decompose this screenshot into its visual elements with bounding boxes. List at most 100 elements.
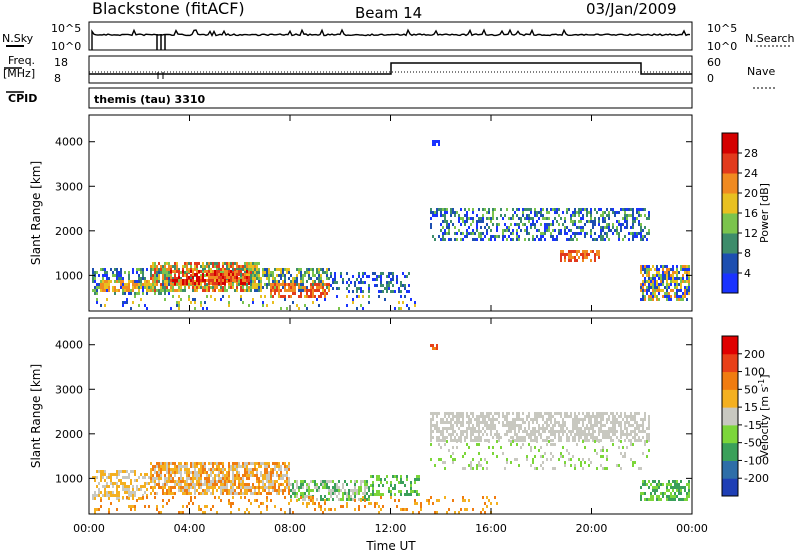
echo-cell <box>228 474 230 477</box>
echo-cell <box>222 268 224 271</box>
echo-cell <box>212 471 214 474</box>
echo-cell <box>232 480 234 483</box>
echo-cell <box>202 307 204 310</box>
echo-cell <box>326 268 328 271</box>
echo-cell <box>370 502 372 505</box>
echo-cell <box>478 443 480 446</box>
colorbar-swatch <box>722 153 738 174</box>
echo-cell <box>592 250 594 253</box>
colorbar-tick-label: 28 <box>744 147 758 160</box>
echo-cell <box>250 474 252 477</box>
echo-cell <box>448 412 450 415</box>
echo-cell <box>390 290 392 293</box>
echo-cell <box>656 289 658 292</box>
echo-cell <box>672 489 674 492</box>
echo-cell <box>594 253 596 256</box>
echo-cell <box>578 250 580 253</box>
echo-cell <box>308 268 310 271</box>
echo-cell <box>520 439 522 442</box>
echo-cell <box>272 483 274 486</box>
echo-cell <box>168 271 170 274</box>
echo-cell <box>540 412 542 415</box>
echo-cell <box>118 491 120 494</box>
echo-cell <box>478 424 480 427</box>
echo-cell <box>216 480 218 483</box>
colorbar-swatch <box>722 371 738 390</box>
echo-cell <box>220 477 222 480</box>
echo-cell <box>540 464 542 467</box>
echo-cell <box>666 489 668 492</box>
echo-cell <box>220 286 222 289</box>
echo-cell <box>358 281 360 284</box>
echo-cell <box>630 226 632 229</box>
echo-cell <box>128 497 130 500</box>
echo-cell <box>178 477 180 480</box>
echo-cell <box>290 295 292 298</box>
echo-cell <box>638 208 640 211</box>
echo-cell <box>520 418 522 421</box>
echo-cell <box>190 277 192 280</box>
echo-cell <box>208 282 210 285</box>
echo-cell <box>588 211 590 214</box>
echo-cell <box>510 223 512 226</box>
echo-cell <box>168 492 170 495</box>
echo-cell <box>204 289 206 292</box>
echo-cell <box>170 489 172 492</box>
echo-cell <box>544 238 546 241</box>
echo-cell <box>600 415 602 418</box>
echo-cell <box>456 238 458 241</box>
echo-cell <box>200 471 202 474</box>
echo-cell <box>430 433 432 436</box>
echo-cell <box>596 467 598 470</box>
echo-cell <box>118 479 120 482</box>
echo-cell <box>250 262 252 265</box>
echo-cell <box>168 283 170 286</box>
echo-cell <box>480 421 482 424</box>
echo-cell <box>276 480 278 483</box>
echo-cell <box>374 272 376 275</box>
echo-cell <box>242 282 244 285</box>
echo-cell <box>640 229 642 232</box>
echo-cell <box>458 412 460 415</box>
echo-cell <box>324 271 326 274</box>
echo-cell <box>438 208 440 211</box>
echo-cell <box>236 462 238 465</box>
echo-cell <box>488 211 490 214</box>
echo-cell <box>406 490 408 493</box>
echo-cell <box>590 250 592 253</box>
echo-cell <box>212 277 214 280</box>
echo-cell <box>152 277 154 280</box>
echo-cell <box>318 486 320 489</box>
echo-cell <box>232 286 234 289</box>
echo-cell <box>560 430 562 433</box>
echo-cell <box>352 301 354 304</box>
echo-cell <box>362 480 364 483</box>
echo-cell <box>206 262 208 265</box>
echo-cell <box>244 462 246 465</box>
echo-cell <box>316 277 318 280</box>
echo-cell <box>386 284 388 287</box>
echo-cell <box>172 289 174 292</box>
echo-cell <box>254 486 256 489</box>
echo-cell <box>236 492 238 495</box>
echo-cell <box>648 268 650 271</box>
echo-cell <box>650 280 652 283</box>
echo-cell <box>508 229 510 232</box>
echo-cell <box>516 223 518 226</box>
echo-cell <box>520 229 522 232</box>
echo-cell <box>398 290 400 293</box>
echo-cell <box>486 412 488 415</box>
echo-cell <box>154 289 156 292</box>
echo-cell <box>178 301 180 304</box>
echo-cell <box>238 273 240 276</box>
echo-cell <box>536 430 538 433</box>
echo-cell <box>130 491 132 494</box>
echo-cell <box>192 276 194 279</box>
echo-cell <box>244 471 246 474</box>
echo-cell <box>132 488 134 491</box>
echo-cell <box>580 436 582 439</box>
echo-cell <box>678 298 680 301</box>
echo-cell <box>270 492 272 495</box>
echo-cell <box>432 214 434 217</box>
echo-cell <box>548 424 550 427</box>
